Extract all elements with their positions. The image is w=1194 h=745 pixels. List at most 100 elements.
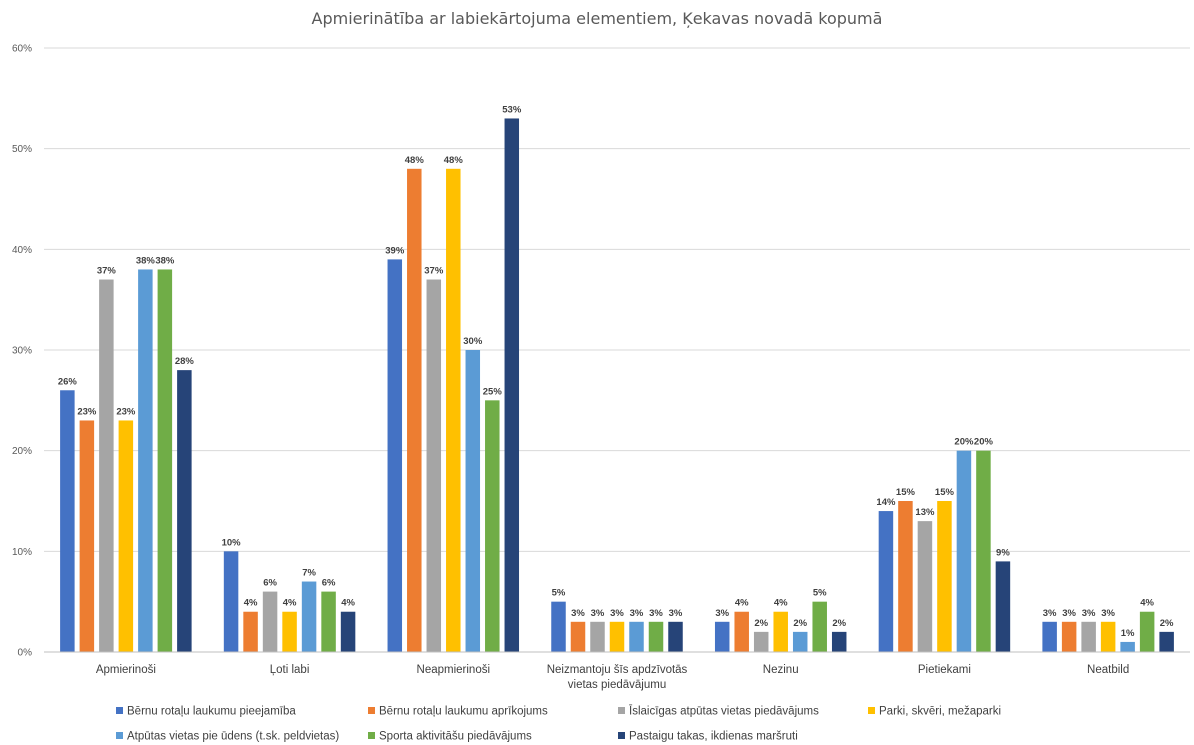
data-label: 3% bbox=[1062, 608, 1076, 619]
bar bbox=[282, 611, 297, 652]
bar bbox=[321, 591, 336, 652]
data-label: 3% bbox=[630, 608, 644, 619]
bar bbox=[898, 501, 913, 652]
bar bbox=[917, 521, 933, 652]
data-label: 7% bbox=[302, 568, 316, 579]
data-label: 14% bbox=[876, 497, 896, 508]
data-label: 48% bbox=[444, 155, 464, 166]
data-label: 4% bbox=[1140, 598, 1154, 609]
y-tick-label: 30% bbox=[12, 346, 32, 357]
bar bbox=[753, 631, 769, 652]
bar bbox=[1159, 631, 1174, 652]
data-label: 53% bbox=[502, 104, 522, 115]
bar bbox=[426, 279, 442, 652]
data-label: 3% bbox=[1043, 608, 1057, 619]
bar bbox=[118, 420, 134, 652]
data-label: 5% bbox=[813, 588, 827, 599]
bar bbox=[609, 621, 625, 652]
data-label: 2% bbox=[1160, 618, 1174, 629]
data-label: 2% bbox=[754, 618, 768, 629]
y-tick-label: 60% bbox=[12, 44, 32, 55]
y-tick-label: 10% bbox=[12, 547, 32, 558]
data-label: 3% bbox=[610, 608, 624, 619]
data-label: 15% bbox=[935, 487, 955, 498]
legend-swatch bbox=[368, 707, 375, 714]
category-label: vietas piedāvājumu bbox=[568, 679, 666, 691]
data-label: 6% bbox=[322, 578, 336, 589]
data-label: 28% bbox=[175, 356, 195, 367]
bar bbox=[138, 269, 153, 652]
data-label: 5% bbox=[552, 588, 566, 599]
bar bbox=[734, 611, 749, 652]
data-label: 13% bbox=[915, 507, 935, 518]
data-label: 48% bbox=[405, 155, 425, 166]
data-label: 15% bbox=[896, 487, 916, 498]
bar bbox=[223, 551, 239, 652]
data-label: 23% bbox=[77, 406, 97, 417]
bar bbox=[878, 511, 894, 652]
data-label: 3% bbox=[571, 608, 585, 619]
data-label: 10% bbox=[222, 537, 242, 548]
legend-swatch bbox=[868, 707, 875, 714]
category-label: Pietiekami bbox=[918, 664, 971, 676]
legend-label: Īslaicīgas atpūtas vietas piedāvājums bbox=[629, 706, 819, 718]
category-label: Neatbild bbox=[1087, 664, 1129, 676]
bar bbox=[1081, 621, 1096, 652]
bar bbox=[1120, 641, 1135, 652]
data-label: 2% bbox=[793, 618, 807, 629]
bar bbox=[714, 621, 730, 652]
data-label: 9% bbox=[996, 547, 1010, 558]
bar bbox=[465, 350, 481, 652]
data-label: 25% bbox=[483, 386, 503, 397]
bar bbox=[831, 631, 847, 652]
data-label: 38% bbox=[136, 255, 156, 266]
bar bbox=[956, 450, 972, 652]
data-label: 3% bbox=[1082, 608, 1096, 619]
data-label: 3% bbox=[591, 608, 605, 619]
data-label: 3% bbox=[669, 608, 683, 619]
bar bbox=[1042, 621, 1057, 652]
category-label: Apmierinoši bbox=[96, 664, 156, 676]
data-label: 37% bbox=[424, 266, 444, 277]
data-label: 38% bbox=[155, 255, 175, 266]
data-label: 30% bbox=[463, 336, 483, 347]
y-tick-label: 40% bbox=[12, 245, 32, 256]
y-tick-label: 50% bbox=[12, 144, 32, 155]
bar bbox=[668, 621, 683, 652]
bar bbox=[407, 168, 422, 653]
data-label: 4% bbox=[244, 598, 258, 609]
data-label: 3% bbox=[1101, 608, 1115, 619]
data-label: 39% bbox=[385, 245, 405, 256]
data-label: 2% bbox=[832, 618, 846, 629]
data-label: 4% bbox=[341, 598, 355, 609]
bar bbox=[177, 370, 192, 652]
bar bbox=[812, 601, 827, 652]
category-label: Neapmierinoši bbox=[417, 664, 491, 676]
bar bbox=[995, 561, 1011, 652]
data-label: 3% bbox=[715, 608, 729, 619]
bar bbox=[976, 450, 991, 652]
category-label: Ļoti labi bbox=[270, 664, 310, 676]
legend-label: Bērnu rotaļu laukumu pieejamība bbox=[127, 706, 296, 718]
bar bbox=[446, 168, 461, 653]
bar bbox=[504, 118, 520, 652]
data-labels: 26% 23% 37% 23% 38% 38% 28% 10% 4% 6% 4% 7% 6% 4% 39% 4… bbox=[58, 104, 1174, 638]
legend-label: Parki, skvēri, mežaparki bbox=[879, 706, 1001, 718]
bar bbox=[629, 621, 644, 652]
bar bbox=[387, 259, 403, 652]
legend-swatch bbox=[618, 707, 625, 714]
data-label: 6% bbox=[263, 578, 277, 589]
bar bbox=[937, 501, 952, 652]
bar bbox=[1139, 611, 1155, 652]
bar bbox=[1061, 621, 1077, 652]
data-label: 4% bbox=[735, 598, 749, 609]
legend-label: Atpūtas vietas pie ūdens (t.sk. peldviet… bbox=[127, 731, 339, 743]
legend-swatch bbox=[368, 732, 375, 739]
bar bbox=[485, 400, 500, 652]
y-tick-label: 20% bbox=[12, 446, 32, 457]
bar bbox=[590, 621, 605, 652]
legend-label: Sporta aktivitāšu piedāvājums bbox=[379, 731, 532, 743]
data-label: 20% bbox=[954, 437, 974, 448]
data-label: 23% bbox=[116, 406, 136, 417]
